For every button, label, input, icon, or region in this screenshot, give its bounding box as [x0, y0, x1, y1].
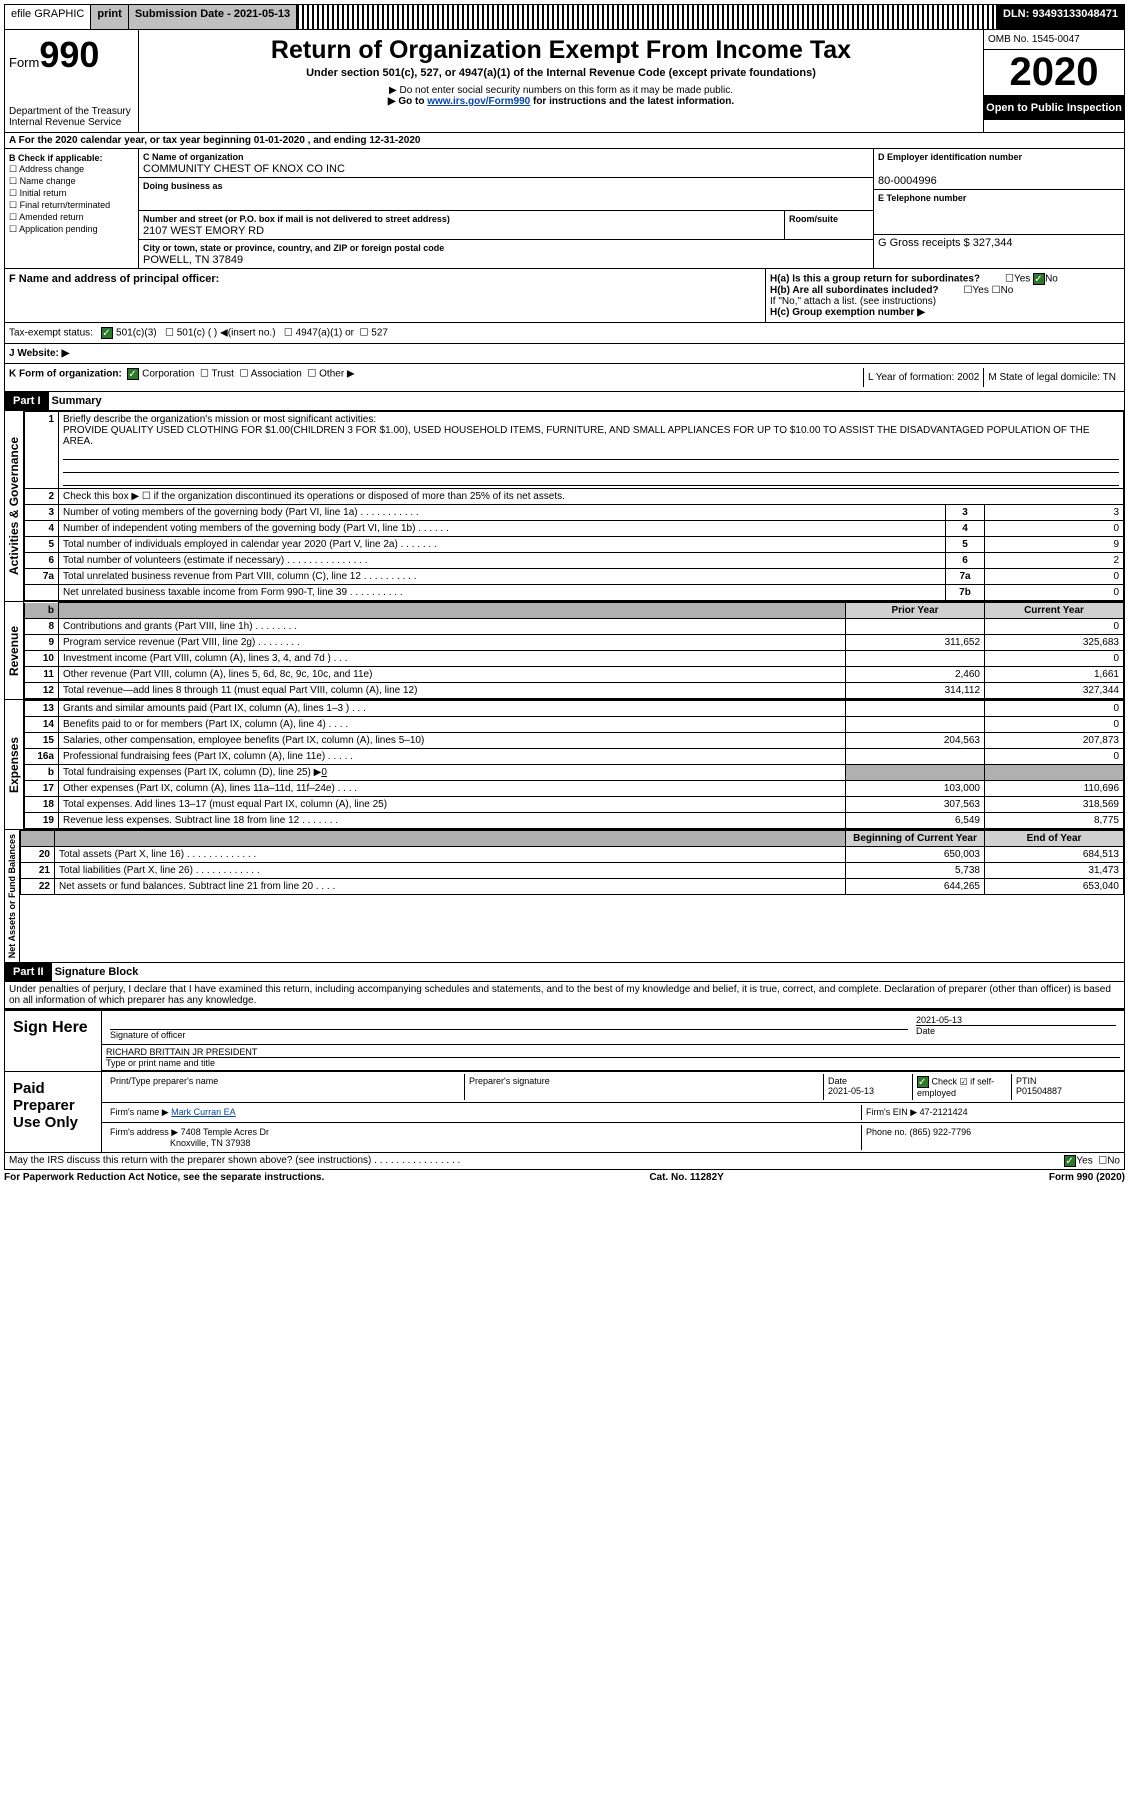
- org-name: COMMUNITY CHEST OF KNOX CO INC: [143, 163, 345, 175]
- form-org-row: K Form of organization: Corporation ☐ Tr…: [4, 364, 1125, 392]
- ein-value: 80-0004996: [878, 175, 937, 187]
- hb-note: If "No," attach a list. (see instruction…: [770, 296, 1120, 307]
- dba-label: Doing business as: [143, 181, 223, 191]
- cb-final-return[interactable]: ☐ Final return/terminated: [9, 200, 134, 211]
- mission-text: PROVIDE QUALITY USED CLOTHING FOR $1.00(…: [63, 425, 1090, 447]
- hb-subordinates: H(b) Are all subordinates included? ☐Yes…: [770, 285, 1120, 296]
- state-domicile: M State of legal domicile: TN: [983, 368, 1120, 387]
- print-button[interactable]: print: [91, 5, 128, 29]
- city-label: City or town, state or province, country…: [143, 243, 444, 253]
- city-state-zip: POWELL, TN 37849: [143, 254, 243, 266]
- form-title: Return of Organization Exempt From Incom…: [143, 36, 979, 65]
- sign-here-block: Sign Here Signature of officer 2021-05-1…: [4, 1009, 1125, 1072]
- paperwork-notice: For Paperwork Reduction Act Notice, see …: [4, 1172, 324, 1183]
- dln-label: DLN: 93493133048471: [997, 5, 1124, 29]
- perjury-declaration: Under penalties of perjury, I declare th…: [4, 982, 1125, 1009]
- tax-exempt-row: Tax-exempt status: 501(c)(3) ☐ 501(c) ( …: [4, 323, 1125, 344]
- dept-label: Department of the Treasury: [9, 106, 134, 117]
- page-footer: For Paperwork Reduction Act Notice, see …: [4, 1170, 1125, 1185]
- ha-group-return: H(a) Is this a group return for subordin…: [770, 273, 1120, 285]
- ptin-value: P01504887: [1016, 1086, 1062, 1096]
- part1-header: Part I Summary: [4, 392, 1125, 411]
- tax-year-line: A For the 2020 calendar year, or tax yea…: [4, 133, 1125, 149]
- form-number: Form990: [9, 34, 134, 76]
- activities-side-label: Activities & Governance: [5, 411, 24, 601]
- officer-name: RICHARD BRITTAIN JR PRESIDENT: [106, 1047, 1120, 1058]
- hc-group-exemption: H(c) Group exemption number ▶: [770, 307, 1120, 318]
- check-applicable-label: B Check if applicable:: [9, 153, 103, 163]
- netassets-side-label: Net Assets or Fund Balances: [5, 830, 20, 962]
- revenue-side-label: Revenue: [5, 602, 24, 699]
- part2-header: Part II Signature Block: [4, 963, 1125, 982]
- paid-preparer-label: Paid Preparer Use Only: [5, 1072, 101, 1152]
- cb-initial-return[interactable]: ☐ Initial return: [9, 188, 134, 199]
- firm-ein: Firm's EIN ▶ 47-2121424: [862, 1105, 1120, 1120]
- firm-name-link[interactable]: Mark Curran EA: [171, 1107, 236, 1117]
- form990-link[interactable]: www.irs.gov/Form990: [427, 96, 530, 107]
- top-toolbar: efile GRAPHIC print Submission Date - 20…: [4, 4, 1125, 30]
- gross-receipts: G Gross receipts $ 327,344: [878, 237, 1013, 249]
- website-row: J Website: ▶: [4, 344, 1125, 364]
- room-label: Room/suite: [789, 214, 838, 224]
- form-header: Form990 Department of the Treasury Inter…: [4, 30, 1125, 133]
- subtitle-2: ▶ Do not enter social security numbers o…: [143, 85, 979, 96]
- submission-date: Submission Date - 2021-05-13: [129, 5, 297, 29]
- cb-name-change[interactable]: ☐ Name change: [9, 176, 134, 187]
- subtitle-3: ▶ Go to www.irs.gov/Form990 for instruct…: [143, 96, 979, 107]
- subtitle-1: Under section 501(c), 527, or 4947(a)(1)…: [143, 67, 979, 79]
- telephone-label: E Telephone number: [878, 193, 966, 203]
- efile-label: efile GRAPHIC: [5, 5, 91, 29]
- cb-amended-return[interactable]: ☐ Amended return: [9, 212, 134, 223]
- irs-label: Internal Revenue Service: [9, 117, 134, 128]
- expenses-side-label: Expenses: [5, 700, 24, 829]
- open-to-public: Open to Public Inspection: [984, 96, 1124, 120]
- expenses-section: Expenses 13Grants and similar amounts pa…: [4, 700, 1125, 830]
- cb-application-pending[interactable]: ☐ Application pending: [9, 224, 134, 235]
- stripe-decoration: [297, 5, 997, 29]
- revenue-section: Revenue bPrior YearCurrent Year 8Contrib…: [4, 602, 1125, 700]
- addr-label: Number and street (or P.O. box if mail i…: [143, 214, 450, 224]
- form-version: Form 990 (2020): [1049, 1172, 1125, 1183]
- cb-address-change[interactable]: ☐ Address change: [9, 164, 134, 175]
- cb-501c3[interactable]: [101, 327, 113, 339]
- discuss-row: May the IRS discuss this return with the…: [4, 1153, 1125, 1170]
- year-formation: L Year of formation: 2002: [863, 368, 983, 387]
- sign-date: 2021-05-13: [916, 1015, 1116, 1026]
- officer-block: F Name and address of principal officer:…: [4, 269, 1125, 323]
- entity-block: B Check if applicable: ☐ Address change …: [4, 149, 1125, 269]
- tax-year: 2020: [984, 50, 1124, 96]
- activities-section: Activities & Governance 1 Briefly descri…: [4, 411, 1125, 602]
- sign-here-label: Sign Here: [5, 1011, 101, 1071]
- officer-label: F Name and address of principal officer:: [9, 273, 219, 285]
- firm-phone: Phone no. (865) 922-7796: [862, 1125, 1120, 1150]
- cb-corporation[interactable]: [127, 368, 139, 380]
- street-address: 2107 WEST EMORY RD: [143, 225, 264, 237]
- netassets-section: Net Assets or Fund Balances Beginning of…: [4, 830, 1125, 963]
- paid-preparer-block: Paid Preparer Use Only Print/Type prepar…: [4, 1072, 1125, 1153]
- org-name-label: C Name of organization: [143, 152, 244, 162]
- omb-number: OMB No. 1545-0047: [984, 30, 1124, 50]
- ein-label: D Employer identification number: [878, 152, 1022, 162]
- catalog-number: Cat. No. 11282Y: [649, 1172, 723, 1183]
